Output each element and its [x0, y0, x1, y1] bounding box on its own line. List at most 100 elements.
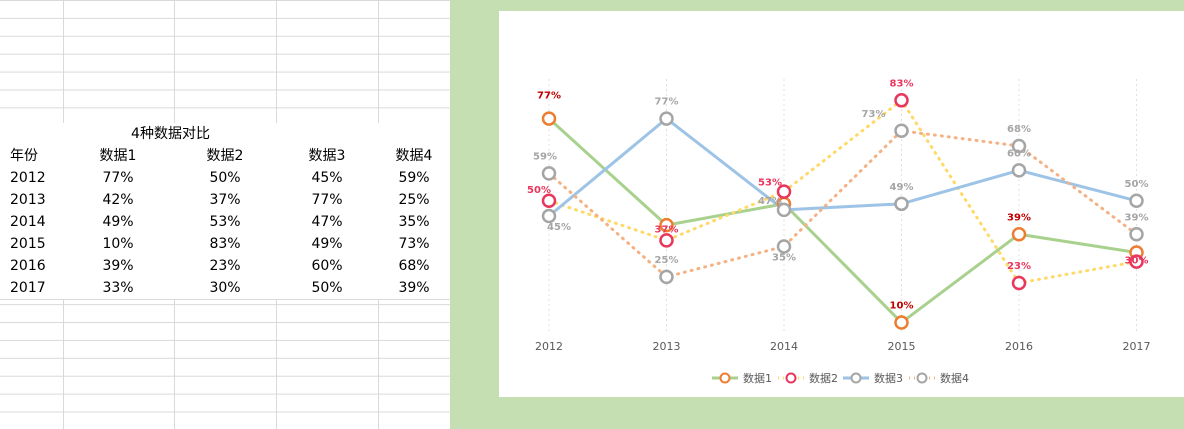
data-label: 39%: [1007, 212, 1031, 223]
table-cell[interactable]: 30%: [209, 280, 241, 296]
table-cell[interactable]: 53%: [209, 214, 241, 230]
data-label: 47%: [758, 196, 782, 207]
data-point-series-2[interactable]: [776, 184, 792, 199]
data-point-series-4[interactable]: [894, 123, 909, 139]
table-cell[interactable]: 60%: [311, 258, 343, 274]
data-point-series-4[interactable]: [1129, 227, 1144, 242]
data-point-series-3[interactable]: [1129, 193, 1144, 209]
data-point-series-2[interactable]: [659, 233, 674, 248]
table-cell[interactable]: 33%: [102, 280, 134, 296]
data-label: 59%: [533, 151, 557, 162]
legend-marker-4[interactable]: [916, 372, 928, 384]
table-cell[interactable]: 2014: [10, 214, 46, 230]
legend-marker-3[interactable]: [850, 372, 862, 384]
table-row: [0, 277, 450, 300]
table-cell[interactable]: 37%: [209, 192, 241, 208]
table-cell[interactable]: 77%: [311, 192, 343, 208]
data-label: 45%: [547, 222, 571, 233]
table-cell[interactable]: 25%: [398, 192, 430, 208]
data-label: 35%: [772, 252, 796, 263]
data-point-series-2[interactable]: [1129, 254, 1144, 269]
data-point-series-2[interactable]: [541, 193, 557, 209]
data-label: 83%: [890, 78, 914, 89]
data-point-series-4[interactable]: [1011, 138, 1027, 154]
series-line-1[interactable]: [547, 117, 1138, 325]
table-cell[interactable]: 2015: [10, 236, 46, 252]
series-line-3[interactable]: [547, 117, 1138, 218]
table-cell[interactable]: 10%: [102, 236, 134, 252]
data-label: 49%: [890, 182, 914, 193]
spreadsheet: 4种数据对比年份 数据1 数据2 数据3 数据4 2012 77% 50% 45% 59% 2013…: [0, 0, 450, 429]
data-point-series-3[interactable]: [1011, 163, 1027, 178]
x-tick-label: 2017: [1123, 340, 1151, 353]
table-header-cell[interactable]: 年份: [10, 148, 38, 164]
table-cell[interactable]: 73%: [398, 236, 430, 252]
table-cell[interactable]: 50%: [311, 280, 343, 296]
table-cell[interactable]: 83%: [209, 236, 241, 252]
table-header-cell[interactable]: 数据2: [206, 148, 244, 164]
data-point-series-3[interactable]: [894, 196, 909, 212]
legend-marker-2[interactable]: [785, 372, 797, 384]
data-point-series-1[interactable]: [894, 315, 909, 330]
table-cell[interactable]: 68%: [398, 258, 430, 274]
data-point-series-3[interactable]: [659, 111, 674, 126]
table-header-cell[interactable]: 数据3: [308, 148, 346, 164]
data-label: 50%: [1125, 179, 1149, 190]
data-point-series-4[interactable]: [659, 269, 674, 285]
data-label: 50%: [527, 185, 551, 196]
data-point-series-4[interactable]: [776, 239, 792, 254]
data-label: 73%: [862, 109, 886, 120]
legend-label-1[interactable]: 数据1: [743, 371, 772, 385]
data-label: 60%: [1007, 148, 1031, 159]
x-tick-label: 2015: [888, 340, 916, 353]
data-label: 39%: [1125, 212, 1149, 223]
series-line-4[interactable]: [547, 129, 1138, 279]
x-tick-label: 2016: [1005, 340, 1033, 353]
table-title[interactable]: 4种数据对比: [131, 126, 210, 142]
table-cell[interactable]: 50%: [209, 170, 241, 186]
data-label: 30%: [1125, 256, 1149, 267]
table-cell[interactable]: 39%: [398, 280, 430, 296]
x-tick-label: 2014: [770, 340, 798, 353]
series-line-2[interactable]: [547, 98, 1138, 285]
data-label: 10%: [890, 301, 914, 312]
table-header-cell[interactable]: 数据1: [99, 148, 137, 164]
legend-label-3[interactable]: 数据3: [874, 371, 903, 385]
data-label: 23%: [1007, 261, 1031, 272]
line-chart[interactable]: 2012 2013 2014 2015 2016 2017 77% 10% 39% 50% 37% 5…: [499, 11, 1184, 397]
data-label: 77%: [537, 91, 561, 102]
table-cell[interactable]: 59%: [398, 170, 430, 186]
table-cell[interactable]: 49%: [311, 236, 343, 252]
table-cell[interactable]: 77%: [102, 170, 134, 186]
x-tick-label: 2013: [653, 340, 681, 353]
x-tick-label: 2012: [535, 340, 563, 353]
table-cell[interactable]: 2013: [10, 192, 46, 208]
table-cell[interactable]: 39%: [102, 258, 134, 274]
table-cell[interactable]: 2016: [10, 258, 46, 274]
table-cell[interactable]: 23%: [209, 258, 241, 274]
legend-label-2[interactable]: 数据2: [809, 371, 838, 385]
data-label: 25%: [655, 255, 679, 266]
table-cell[interactable]: 2017: [10, 280, 46, 296]
table-cell[interactable]: 42%: [102, 192, 134, 208]
data-point-series-1[interactable]: [1011, 227, 1027, 242]
data-point-series-1[interactable]: [659, 217, 674, 233]
data-label: 77%: [655, 97, 679, 108]
chart-panel[interactable]: 2012 2013 2014 2015 2016 2017 77% 10% 39% 50% 37% 5…: [499, 11, 1184, 397]
table-cell[interactable]: 2012: [10, 170, 46, 186]
data-label: 53%: [758, 178, 782, 189]
data-label: 68%: [1007, 124, 1031, 135]
table-cell[interactable]: 45%: [311, 170, 343, 186]
legend-marker-1[interactable]: [719, 372, 731, 384]
data-point-series-3[interactable]: [541, 208, 557, 224]
data-point-series-2[interactable]: [1011, 275, 1027, 291]
data-point-series-2[interactable]: [894, 93, 909, 108]
legend-label-4[interactable]: 数据4: [940, 371, 969, 385]
data-point-series-4[interactable]: [541, 166, 557, 181]
data-point-series-3[interactable]: [776, 202, 792, 218]
data-point-series-1[interactable]: [541, 111, 557, 126]
table-cell[interactable]: 47%: [311, 214, 343, 230]
table-cell[interactable]: 35%: [398, 214, 430, 230]
table-header-cell[interactable]: 数据4: [395, 148, 433, 164]
table-cell[interactable]: 49%: [102, 214, 134, 230]
